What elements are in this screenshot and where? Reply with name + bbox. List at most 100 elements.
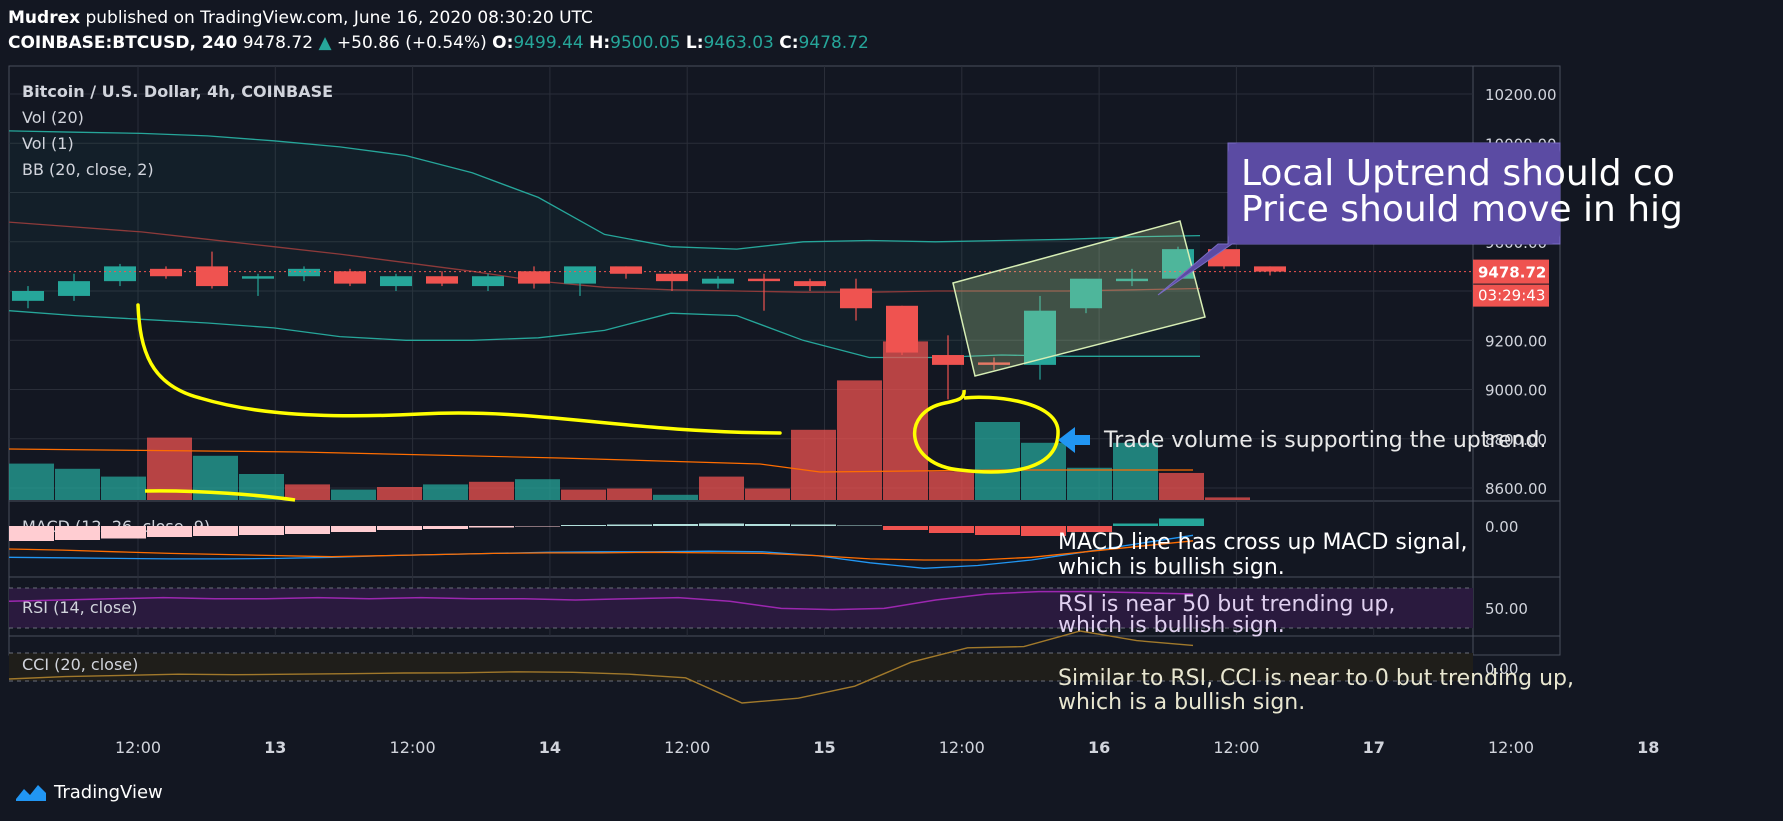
cci-line [8,630,1194,704]
change-value: +50.86 (+0.54%) [336,33,487,53]
legend-item: BB (20, close, 2) [22,160,154,179]
candle-body [426,276,458,284]
macd-histogram-bar [1067,526,1112,532]
high-label: H: [589,33,611,53]
rsi-line [8,590,1194,611]
rsi-tick: 50.00 [1485,600,1528,618]
bb-upper-line [8,130,1201,250]
candle-body [932,355,964,365]
price-tick-label: 10200.00 [1485,86,1557,104]
publish-info: Mudrex published on TradingView.com, Jun… [8,8,593,28]
macd-histogram-bar [515,526,560,527]
candle-body [196,266,228,287]
time-axis-label: 16 [1088,738,1110,757]
candle-body [978,362,1010,365]
macd-histogram-bar [929,526,974,533]
candle-body [150,268,182,277]
yellow-annotation-circle [912,389,1060,474]
uptrend-channel [952,220,1206,377]
cci-note-line-2: which is a bullish sign. [1058,690,1305,715]
bb-fill [9,130,1200,358]
volume-bar [1067,467,1112,500]
volume-bar [883,341,928,500]
current-price-label: 9478.72 [1478,264,1546,282]
countdown-badge [1473,284,1549,307]
macd-histogram-bar [377,526,422,530]
candle-body [58,281,90,296]
macd-histogram-bar [699,523,744,526]
macd-histogram-bar [837,525,882,526]
macd-histogram-bar [55,526,100,540]
volume-bar [331,489,376,500]
macd-histogram-bar [101,526,146,539]
volume-bar [699,476,744,500]
volume-bar [791,429,836,500]
price-tick-label: 8600.00 [1485,480,1547,498]
volume-bar [377,487,422,500]
change-arrow-icon: ▲ [318,33,332,53]
macd-histogram-bar [653,524,698,526]
candle-body [794,281,826,287]
volume-ma-line [8,448,1193,473]
candle-body [12,291,44,301]
volume-bar [9,463,54,500]
bb-basis-line [8,221,1201,293]
macd-histogram-bar [331,526,376,532]
candle-body [702,278,734,284]
publisher-name[interactable]: Mudrex [8,8,81,28]
volume-bar [469,481,514,500]
footer-brand[interactable]: TradingView [14,782,163,803]
chart-title: Bitcoin / U.S. Dollar, 4h, COINBASE [22,82,333,101]
yellow-annotation-line [136,303,782,435]
legend-item: Vol (20) [22,108,84,127]
volume-bar [975,422,1020,500]
callout-box-body [1228,143,1560,244]
cci-band [9,653,1473,681]
brand-name: TradingView [54,782,163,803]
candle-body [334,271,366,284]
symbol-info: COINBASE:BTCUSD, 240 9478.72 ▲ +50.86 (+… [8,33,869,53]
volume-bar [607,488,652,500]
rsi-label: RSI (14, close) [22,598,137,617]
rsi-note-line-1: RSI is near 50 but trending up, [1058,592,1395,617]
volume-bar [1021,442,1066,500]
volume-bar [1205,497,1250,500]
macd-histogram-bar [607,524,652,526]
published-text: published on TradingView.com, June 16, 2… [85,8,593,28]
price-tick-label: 9200.00 [1485,332,1547,350]
low-label: L: [685,33,704,53]
macd-histogram-bar [9,526,54,541]
macd-histogram-bar [285,526,330,534]
volume-note: Trade volume is supporting the uptrend. [1103,428,1546,453]
price-tick-label: 9000.00 [1485,382,1547,400]
time-axis-label: 12:00 [1488,738,1534,757]
candle-body [472,276,504,287]
candle-body [1116,278,1148,282]
candle-body [1254,266,1286,272]
macd-histogram-bar [423,526,468,529]
volume-bar [285,484,330,500]
macd-histogram-bar [147,526,192,537]
yellow-annotation-underline [144,489,296,502]
price-tick-label: 8800.00 [1485,431,1547,449]
volume-bar [515,479,560,500]
volume-bar [1159,472,1204,500]
bb-lower-line [8,310,1200,359]
close-label: C: [779,33,799,53]
volume-bar [745,488,790,500]
callout-line-2: Price should move in hig [1241,189,1683,230]
rsi-band [9,588,1473,628]
open-label: O: [492,33,514,53]
time-axis-label: 12:00 [664,738,710,757]
candle-body [748,278,780,282]
macd-histogram-bar [193,526,238,536]
macd-note-line-1: MACD line has cross up MACD signal, [1058,530,1467,555]
open-value: 9499.44 [513,33,584,53]
tradingview-logo-icon [16,784,46,801]
macd-histogram-bar [883,526,928,530]
arrow-left-icon [1058,427,1090,453]
macd-histogram-bar [1159,518,1204,526]
macd-signal-line [8,540,1194,561]
time-axis-label: 12:00 [939,738,985,757]
